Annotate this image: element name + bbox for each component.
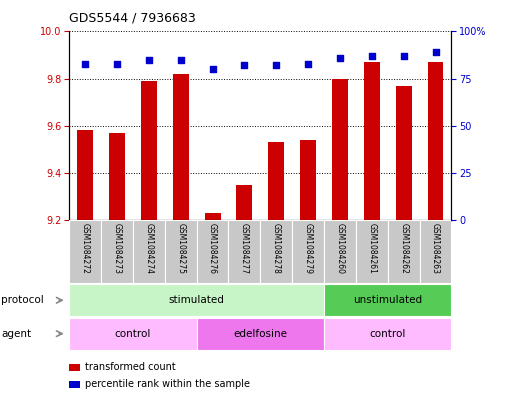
Text: transformed count: transformed count [85, 362, 175, 373]
Point [208, 66, 216, 72]
Bar [324, 284, 451, 316]
Text: GDS5544 / 7936683: GDS5544 / 7936683 [69, 12, 196, 25]
Bar [133, 220, 165, 283]
Bar [332, 79, 348, 220]
Bar [173, 74, 189, 220]
Text: GSM1084263: GSM1084263 [431, 223, 440, 274]
Text: GSM1084275: GSM1084275 [176, 223, 185, 274]
Text: control: control [369, 329, 406, 339]
Bar [356, 220, 388, 283]
Point [145, 57, 153, 63]
Text: GSM1084274: GSM1084274 [144, 223, 153, 274]
Text: control: control [115, 329, 151, 339]
Bar [165, 220, 196, 283]
Bar [69, 284, 324, 316]
Text: protocol: protocol [1, 295, 44, 305]
Bar [69, 318, 196, 350]
Point [81, 61, 89, 67]
Bar [268, 142, 284, 220]
Bar [300, 140, 316, 220]
Point [113, 61, 121, 67]
Point [176, 57, 185, 63]
Text: edelfosine: edelfosine [233, 329, 287, 339]
Bar [396, 86, 411, 220]
Bar [388, 220, 420, 283]
Text: GSM1084260: GSM1084260 [336, 223, 344, 274]
Bar [292, 220, 324, 283]
Point [304, 61, 312, 67]
Text: GSM1084273: GSM1084273 [112, 223, 122, 274]
Text: GSM1084272: GSM1084272 [81, 223, 90, 274]
Bar [205, 213, 221, 220]
Bar [109, 133, 125, 220]
Text: GSM1084276: GSM1084276 [208, 223, 217, 274]
Point [240, 62, 248, 68]
Bar [228, 220, 261, 283]
Text: GSM1084262: GSM1084262 [399, 223, 408, 274]
Text: GSM1084261: GSM1084261 [367, 223, 377, 274]
Bar [324, 318, 451, 350]
Bar [77, 130, 93, 220]
Point [336, 55, 344, 61]
Bar [324, 220, 356, 283]
Bar [101, 220, 133, 283]
Bar [69, 381, 80, 388]
Point [272, 62, 281, 68]
Bar [236, 185, 252, 220]
Bar [261, 220, 292, 283]
Bar [364, 62, 380, 220]
Text: GSM1084277: GSM1084277 [240, 223, 249, 274]
Bar [141, 81, 157, 220]
Text: stimulated: stimulated [169, 295, 225, 305]
Point [368, 53, 376, 59]
Text: unstimulated: unstimulated [353, 295, 422, 305]
Text: percentile rank within the sample: percentile rank within the sample [85, 379, 250, 389]
Bar [69, 364, 80, 371]
Bar [69, 220, 101, 283]
Bar [196, 220, 228, 283]
Bar [427, 62, 443, 220]
Text: agent: agent [1, 329, 31, 339]
Text: GSM1084279: GSM1084279 [304, 223, 312, 274]
Point [431, 49, 440, 55]
Point [400, 53, 408, 59]
Text: GSM1084278: GSM1084278 [272, 223, 281, 274]
Bar [420, 220, 451, 283]
Bar [196, 318, 324, 350]
